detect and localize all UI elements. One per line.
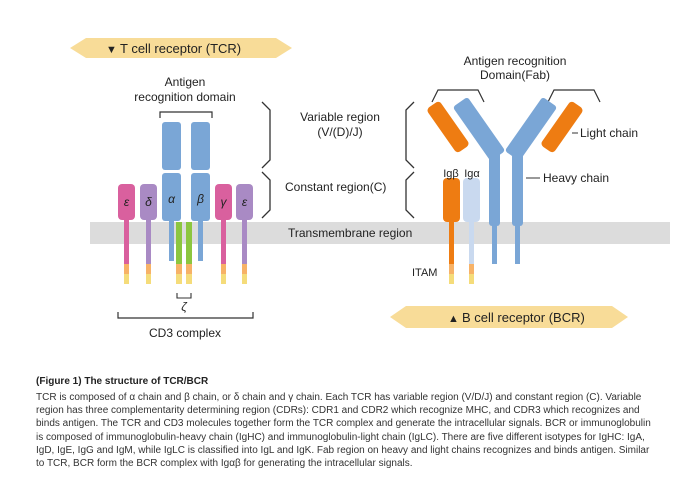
cd3-zeta-pair: ζ: [176, 222, 192, 314]
tcr-banner-label: T cell receptor (TCR): [120, 41, 241, 56]
bcr-banner-marker-icon: ▲: [448, 313, 459, 325]
ig-beta-chain: [443, 178, 460, 284]
variable-region-brace-right: [405, 101, 415, 169]
epsilon-right-symbol: ε: [242, 195, 248, 209]
tcr-antigen-bracket: [159, 111, 213, 118]
ig-beta-label: Igβ: [443, 168, 459, 180]
beta-symbol: β: [196, 192, 204, 206]
epsilon-left-symbol: ε: [124, 195, 130, 209]
bcr-antigen-label-line1: Antigen recognition: [464, 54, 567, 68]
bcr-banner-label: B cell receptor (BCR): [462, 310, 585, 325]
bcr-fab-bracket-right: [547, 89, 601, 103]
tcr-banner: ▼ T cell receptor (TCR): [70, 38, 292, 58]
light-chain-label: Light chain: [580, 126, 638, 140]
ig-alpha-label: Igα: [464, 168, 480, 180]
tcr-antigen-label-line1: Antigen: [165, 75, 206, 89]
heavy-chain-label: Heavy chain: [543, 171, 609, 185]
tcr-beta-chain: β: [191, 122, 210, 261]
itam-label: ITAM: [412, 267, 437, 279]
constant-region-brace-right: [405, 171, 415, 219]
variable-region-brace: [261, 101, 271, 169]
tcr-banner-marker-icon: ▼: [106, 44, 117, 56]
tcr-antigen-label-line2: recognition domain: [134, 90, 235, 104]
transmembrane-region-label: Transmembrane region: [288, 226, 412, 240]
delta-symbol: δ: [145, 195, 152, 209]
caption-body: TCR is composed of α chain and β chain, …: [36, 392, 651, 470]
cd3-delta: δ: [140, 184, 157, 284]
zeta-symbol: ζ: [181, 300, 188, 314]
gamma-symbol: γ: [221, 195, 228, 209]
alpha-symbol: α: [168, 192, 176, 206]
constant-region-label: Constant region(C): [285, 180, 386, 194]
bcr-banner: ▲ B cell receptor (BCR): [390, 306, 628, 328]
tcr-alpha-chain: α: [162, 122, 181, 261]
membrane-band: [90, 222, 670, 244]
cd3-complex-label: CD3 complex: [149, 326, 221, 340]
bcr-antigen-label-line2: Domain(Fab): [480, 68, 550, 82]
bcr-fab-bracket-left: [431, 89, 485, 103]
variable-region-label-line1: Variable region: [300, 110, 380, 124]
caption-title: (Figure 1) The structure of TCR/BCR: [36, 376, 209, 387]
figure-caption: (Figure 1) The structure of TCR/BCR TCR …: [36, 376, 658, 470]
bcr-immunoglobulin: [427, 97, 583, 264]
cd3-complex-bracket: [117, 312, 254, 319]
cd3-epsilon-right: ε: [236, 184, 253, 284]
cd3-gamma: γ: [215, 184, 232, 284]
variable-region-label-line2: (V/(D)/J): [317, 125, 362, 139]
constant-region-brace: [261, 171, 271, 219]
ig-alpha-chain: [463, 178, 480, 284]
cd3-epsilon-left: ε: [118, 184, 135, 284]
